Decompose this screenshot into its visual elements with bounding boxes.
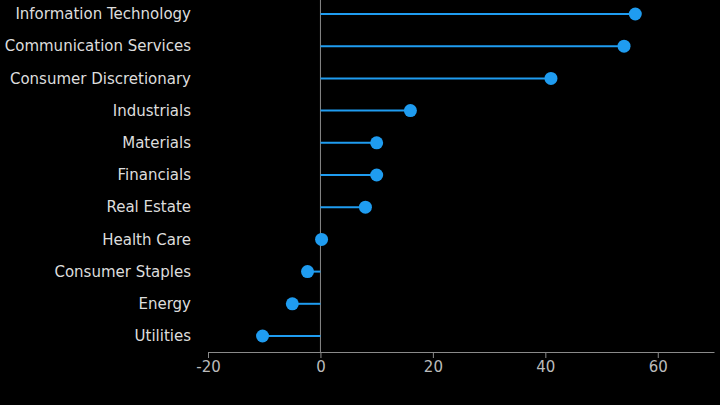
axis-line <box>209 352 715 353</box>
tick: -20 <box>196 352 221 376</box>
tick: 0 <box>316 352 326 376</box>
lollipop-dot <box>370 136 383 149</box>
tick: 60 <box>649 352 668 376</box>
category-label: Communication Services <box>5 37 191 55</box>
tick-label: 20 <box>424 358 443 376</box>
lollipop-dot <box>256 330 269 343</box>
tick-label: -20 <box>196 358 221 376</box>
lollipop-dot <box>618 40 631 53</box>
x-axis: -20 0 20 40 60 <box>196 352 714 376</box>
background <box>0 0 720 405</box>
category-label: Industrials <box>113 102 191 120</box>
category-label: Financials <box>118 166 192 184</box>
category-label: Consumer Staples <box>54 263 191 281</box>
lollipop-dot <box>286 297 299 310</box>
category-label: Utilities <box>135 327 192 345</box>
category-label: Energy <box>138 295 191 313</box>
lollipop-dot <box>301 265 314 278</box>
lollipop-dot <box>370 169 383 182</box>
lollipop-dot <box>629 8 642 21</box>
category-label: Health Care <box>102 231 191 249</box>
category-label: Materials <box>122 134 191 152</box>
tick-label: 40 <box>536 358 555 376</box>
lollipop-stem <box>320 206 365 208</box>
tick-label: 60 <box>649 358 668 376</box>
lollipop-dot <box>404 104 417 117</box>
category-label: Real Estate <box>106 198 191 216</box>
tick-label: 0 <box>316 358 326 376</box>
lollipop-stem <box>320 174 376 176</box>
category-labels: Information Technology Communication Serv… <box>5 5 191 345</box>
lollipop-stem <box>320 142 376 144</box>
lollipop-dot <box>359 201 372 214</box>
tick: 40 <box>536 352 555 376</box>
tick: 20 <box>424 352 443 376</box>
lollipop-stem <box>320 110 410 112</box>
chart: Information Technology Communication Serv… <box>0 0 720 405</box>
lollipop-dot <box>315 233 328 246</box>
lollipop-stem <box>320 13 635 15</box>
marks <box>256 8 642 343</box>
lollipop-dot <box>544 72 557 85</box>
lollipop-stem <box>263 335 321 337</box>
category-label: Information Technology <box>15 5 191 23</box>
lollipop-stem <box>320 77 551 79</box>
lollipop-stem <box>320 45 624 47</box>
category-label: Consumer Discretionary <box>10 70 191 88</box>
